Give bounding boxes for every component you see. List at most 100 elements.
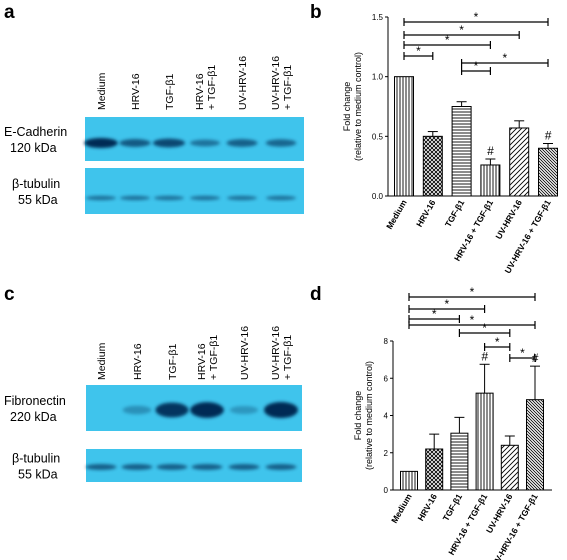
a-protein-size-0: 120 kDa: [10, 141, 57, 155]
a-band-1-2: [153, 195, 185, 201]
c-lane-label-3: HRV-16: [196, 343, 208, 380]
panel-letter-a: a: [4, 2, 15, 23]
b-category-label-2: TGF-β1: [443, 198, 467, 229]
b-significance-star-1: *: [459, 23, 464, 37]
c-band-1-5: [265, 464, 297, 470]
b-hash-mark-3: #: [487, 144, 494, 158]
b-bar-0: [394, 76, 414, 197]
b-y-tick-label-2: 1.0: [372, 73, 384, 82]
panel-letter-c: c: [4, 284, 15, 305]
western-blot-c: Medium HRV-16 TGF-β1 HRV-16 + TGF-β1 UV-HRV-1…: [4, 326, 302, 482]
d-y-axis-label-1: (relative to medium control): [364, 361, 374, 470]
d-bar-2: [450, 432, 469, 491]
panel-letter-d: d: [310, 284, 322, 305]
c-band-1-0: [85, 464, 117, 470]
d-bar-5: [526, 399, 544, 491]
d-y-tick-label-4: 8: [384, 337, 389, 346]
b-y-tick-label-1: 0.5: [372, 132, 384, 141]
a-lane-label-5: UV-HRV-16: [270, 56, 282, 110]
d-bar-4: [500, 444, 519, 491]
c-lane-label-1: HRV-16: [132, 343, 144, 380]
d-category-label-0: Medium: [389, 492, 414, 525]
b-y-axis-label-0: Fold change: [342, 82, 352, 132]
c-band-0-5: [264, 401, 298, 419]
d-significance-star-3: *: [470, 313, 475, 327]
a-lane-label-1: HRV-16: [130, 73, 142, 110]
b-y-tick-label-0: 0.0: [372, 192, 384, 201]
a-lane-label-2: TGF-β1: [164, 73, 176, 110]
c-lane-label-3: + TGF-β1: [208, 335, 220, 380]
d-significance-star-2: *: [432, 307, 437, 321]
d-significance-star-0: *: [470, 285, 475, 299]
d-significance-star-6: *: [520, 346, 525, 360]
c-protein-size-0: 220 kDa: [10, 410, 57, 424]
d-category-label-1: HRV-16: [415, 492, 439, 523]
a-protein-name-0: E-Cadherin: [4, 125, 67, 139]
d-significance-star-4: *: [482, 321, 487, 335]
d-y-tick-label-0: 0: [384, 486, 389, 495]
c-band-0-3: [190, 402, 224, 418]
d-bar-3: [475, 392, 494, 491]
a-lane-label-3: + TGF-β1: [206, 65, 218, 110]
b-hash-mark-5: #: [545, 128, 552, 142]
c-protein-size-1: 55 kDa: [18, 468, 58, 482]
b-bar-1: [422, 135, 443, 197]
b-bar-2: [451, 106, 472, 197]
c-band-0-2: [155, 402, 189, 418]
c-lane-label-4: UV-HRV-16: [239, 326, 251, 380]
d-significance-star-1: *: [444, 297, 449, 311]
d-significance-star-5: *: [495, 335, 500, 349]
c-protein-name-0: Fibronectin: [4, 394, 66, 408]
c-lane-label-5: + TGF-β1: [282, 335, 294, 380]
c-band-1-3: [191, 464, 223, 470]
d-y-tick-label-3: 6: [384, 374, 389, 383]
b-significance-star-5: *: [474, 59, 479, 73]
a-band-0-5: [265, 139, 297, 147]
c-lane-label-0: Medium: [96, 342, 108, 380]
b-bar-5: [538, 147, 558, 197]
b-y-tick-label-3: 1.5: [372, 13, 384, 22]
b-category-label-0: Medium: [384, 198, 409, 231]
a-protein-size-1: 55 kDa: [18, 193, 58, 207]
a-lane-label-0: Medium: [96, 72, 108, 110]
d-hash-mark-3: #: [481, 349, 488, 363]
a-protein-name-1: β-tubulin: [12, 177, 60, 191]
a-band-0-1: [119, 139, 151, 147]
c-band-1-1: [121, 464, 153, 470]
bar-chart-b: 0.0 0.5 1.0 1.5 Fold change (relative to medi…: [342, 10, 558, 275]
d-bar-0: [400, 470, 418, 491]
western-blot-a: Medium HRV-16 TGF-β1 HRV-16 + TGF-β1 UV-HRV-1…: [4, 56, 304, 214]
a-band-0-4: [226, 139, 258, 147]
d-y-tick-label-1: 2: [384, 449, 389, 458]
c-band-1-2: [156, 464, 188, 470]
b-significance-star-2: *: [445, 33, 450, 47]
c-band-0-1: [122, 405, 152, 415]
a-blot-strip-1: [85, 168, 304, 214]
a-band-1-4: [226, 195, 258, 201]
a-band-1-5: [265, 195, 297, 201]
a-band-1-3: [189, 195, 221, 201]
d-bar-1: [425, 448, 444, 491]
a-lane-label-5: + TGF-β1: [282, 65, 294, 110]
c-lane-label-5: UV-HRV-16: [270, 326, 282, 380]
b-bar-3: [480, 164, 501, 197]
b-category-label-4: UV-HRV-16: [493, 198, 524, 241]
b-category-label-1: HRV-16: [414, 198, 438, 229]
d-category-label-2: TGF-β1: [441, 492, 465, 523]
a-lane-label-3: HRV-16: [194, 73, 206, 110]
b-bar-4: [509, 127, 530, 197]
c-band-0-4: [229, 405, 259, 415]
b-y-axis-label-1: (relative to medium control): [353, 52, 363, 161]
a-lane-label-4: UV-HRV-16: [237, 56, 249, 110]
bar-chart-d: 0 2 4 6 8 Fold change (relative to medium cont…: [353, 285, 552, 560]
d-y-tick-label-2: 4: [384, 412, 389, 421]
c-band-1-4: [228, 464, 260, 470]
c-protein-name-1: β-tubulin: [12, 452, 60, 466]
panel-letter-b: b: [310, 2, 322, 23]
b-significance-star-3: *: [416, 44, 421, 58]
a-band-0-0: [84, 137, 118, 149]
a-band-0-2: [152, 138, 186, 148]
c-lane-label-2: TGF-β1: [167, 343, 179, 380]
a-blot-strip-0: [85, 117, 304, 161]
